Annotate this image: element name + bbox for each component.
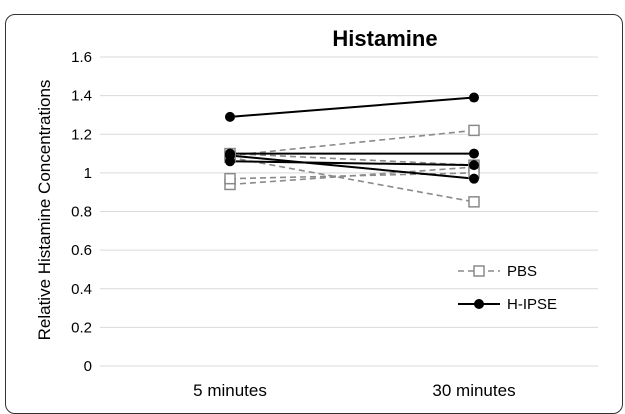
legend-pbs-marker (473, 265, 485, 277)
pbs-point (468, 124, 480, 137)
y-tick-label: 0 (84, 358, 92, 375)
y-tick-label: 1.4 (71, 88, 92, 105)
y-tick-label: 1.6 (71, 49, 92, 66)
y-tick-label: 1.2 (71, 126, 92, 143)
x-category-label: 30 minutes (432, 381, 515, 400)
x-category-labels: 5 minutes 30 minutes (193, 381, 515, 400)
y-tick-label: 0.6 (71, 242, 92, 259)
y-tick-label: 0.2 (71, 319, 92, 336)
series-lines (229, 96, 475, 203)
legend: PBS H-IPSE (458, 263, 557, 313)
gridlines (100, 56, 598, 367)
series-markers (224, 92, 480, 208)
h-ipse-series-line (229, 96, 475, 118)
h-ipse-point (469, 173, 479, 184)
y-tick-label: 0.8 (71, 204, 92, 221)
pbs-point (468, 196, 480, 208)
y-tick-label: 1 (84, 165, 92, 182)
pbs-series-line (229, 156, 475, 203)
h-ipse-series-line (229, 160, 475, 167)
pbs-point (224, 172, 236, 185)
h-ipse-point (225, 111, 235, 122)
y-tick-labels: 0 0.2 0.4 0.6 0.8 1 1.2 1.4 1.6 (71, 49, 92, 375)
pbs-series-line (229, 129, 475, 157)
chart-title: Histamine (332, 26, 437, 51)
legend-h-ipse-label: H-IPSE (507, 296, 557, 313)
h-ipse-point (469, 160, 479, 171)
pbs-series-line (229, 152, 475, 166)
h-ipse-point (469, 92, 479, 103)
h-ipse-point (225, 156, 235, 167)
legend-h-ipse-marker (474, 299, 484, 309)
h-ipse-series-line (229, 154, 475, 180)
x-category-label: 5 minutes (193, 381, 267, 400)
histamine-chart: 0 0.2 0.4 0.6 0.8 1 1.2 1.4 1.6 5 minutes 30 minu… (35, 26, 598, 400)
h-ipse-point (469, 148, 479, 159)
legend-pbs-label: PBS (507, 263, 537, 280)
y-axis-label: Relative Histamine Concentrations (35, 80, 54, 341)
y-tick-label: 0.4 (71, 281, 92, 298)
